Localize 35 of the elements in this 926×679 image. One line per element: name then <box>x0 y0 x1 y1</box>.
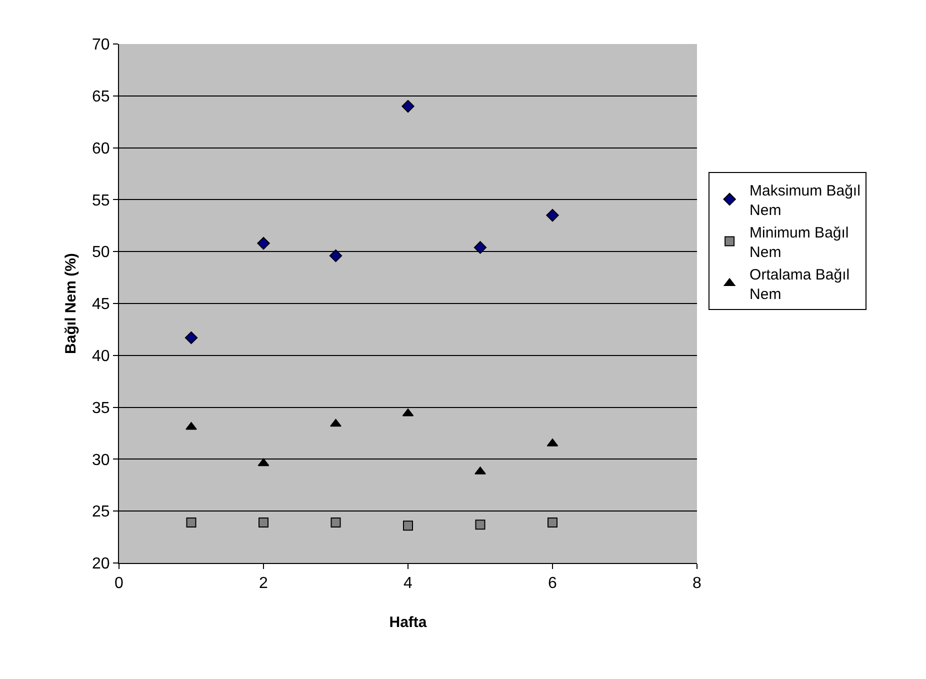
y-tick-label: 40 <box>92 348 110 365</box>
point <box>330 418 342 427</box>
point <box>330 518 341 528</box>
legend-label: Ortalama Bağıl Nem <box>750 266 850 303</box>
x-tick-label: 8 <box>692 575 702 592</box>
point <box>548 518 558 528</box>
x-tick-label: 2 <box>259 575 268 592</box>
point <box>186 518 196 528</box>
point <box>475 520 486 530</box>
point <box>402 100 414 113</box>
y-tick-label: 65 <box>92 88 110 106</box>
x-tick-label: 0 <box>114 575 124 592</box>
y-tick-label: 55 <box>92 192 110 210</box>
x-tick-label: 6 <box>548 575 558 592</box>
x-axis-title: Hafta <box>389 614 428 632</box>
y-tick-label: 20 <box>92 556 110 573</box>
y-tick-label: 35 <box>92 400 110 417</box>
point <box>546 208 559 222</box>
point <box>258 518 268 528</box>
y-tick-label: 60 <box>92 140 110 158</box>
legend-label: Maksimum Bağıl Nem <box>750 182 860 219</box>
y-tick-label: 25 <box>92 504 110 521</box>
y-tick-label: 30 <box>92 452 110 469</box>
y-tick-label: 50 <box>92 244 110 262</box>
legend-label: Minimum Bağıl Nem <box>750 224 849 261</box>
point <box>329 249 342 262</box>
point <box>257 236 270 250</box>
y-axis-title: Bağıl Nem (%) <box>62 253 80 354</box>
x-tick-label: 4 <box>404 575 413 592</box>
y-tick-label: 45 <box>92 296 110 314</box>
point <box>258 458 270 466</box>
point <box>403 520 413 531</box>
point <box>474 241 487 254</box>
point <box>184 331 198 344</box>
y-tick-label: 70 <box>92 36 110 54</box>
